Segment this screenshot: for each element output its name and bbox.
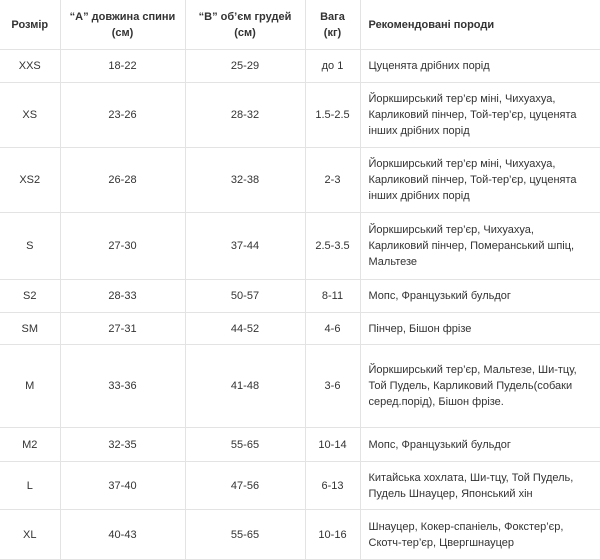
table-cell: 32-38	[184, 147, 306, 213]
table-cell: 26-28	[59, 147, 186, 213]
table-cell: 2.5-3.5	[304, 212, 361, 280]
table-cell: Шнауцер, Кокер-спаніель, Фокстер’єр, Ско…	[359, 509, 600, 560]
table-cell: до 1	[304, 49, 361, 83]
table-cell: M	[0, 344, 61, 428]
table-cell: Мопс, Французький бульдог	[359, 279, 600, 313]
table-cell: 25-29	[184, 49, 306, 83]
table-row: M2 32-35 55-65 10-14 Мопс, Французький бульд…	[0, 427, 600, 462]
table-row: M 33-36 41-48 3-6 Йоркширський тер’єр, Мальт…	[0, 344, 600, 428]
table-cell: M2	[0, 427, 61, 462]
table-cell: XS2	[0, 147, 61, 213]
table-cell: 8-11	[304, 279, 361, 313]
table-cell: XS	[0, 82, 61, 148]
table-cell: SM	[0, 312, 61, 345]
table-cell: 23-26	[59, 82, 186, 148]
table-cell: XXS	[0, 49, 61, 83]
table-cell: 1.5-2.5	[304, 82, 361, 148]
table-cell: 27-31	[59, 312, 186, 345]
table-cell: XL	[0, 509, 61, 560]
table-cell: S	[0, 212, 61, 280]
header-row: Розмір “A” довжина спини (см) “B” об’єм гр…	[0, 0, 600, 50]
table-cell: 41-48	[184, 344, 306, 428]
table-cell: 18-22	[59, 49, 186, 83]
table-row: XXS 18-22 25-29 до 1 Цуценята дрібних порід	[0, 49, 600, 83]
table-cell: 4-6	[304, 312, 361, 345]
table-row: XS2 26-28 32-38 2-3 Йоркширський тер’єр міні…	[0, 147, 600, 213]
header-cell: Вага (кг)	[304, 0, 361, 50]
table-cell: 6-13	[304, 461, 361, 510]
table-cell: Йоркширський тер’єр, Чихуахуа, Карликови…	[359, 212, 600, 280]
table-row: SM 27-31 44-52 4-6 Пінчер, Бішон фрізе	[0, 312, 600, 345]
table-cell: L	[0, 461, 61, 510]
table-cell: 44-52	[184, 312, 306, 345]
table-cell: 10-14	[304, 427, 361, 462]
header-cell: Розмір	[0, 0, 61, 50]
table-cell: 37-44	[184, 212, 306, 280]
table-cell: 40-43	[59, 509, 186, 560]
table-cell: S2	[0, 279, 61, 313]
table-cell: 55-65	[184, 427, 306, 462]
table-row: S 27-30 37-44 2.5-3.5 Йоркширський тер’єр, Ч…	[0, 212, 600, 280]
header-cell: “B” об’єм грудей (см)	[184, 0, 306, 50]
table-cell: 2-3	[304, 147, 361, 213]
table-cell: Йоркширський тер’єр міні, Чихуахуа, Карл…	[359, 82, 600, 148]
table-row: XS 23-26 28-32 1.5-2.5 Йоркширський тер’єр м…	[0, 82, 600, 148]
table-cell: 55-65	[184, 509, 306, 560]
table-cell: Цуценята дрібних порід	[359, 49, 600, 83]
table-cell: Китайська хохлата, Ши-тцу, Той Пудель, П…	[359, 461, 600, 510]
table-cell: 3-6	[304, 344, 361, 428]
table-cell: 47-56	[184, 461, 306, 510]
table-row: S2 28-33 50-57 8-11 Мопс, Французький бульдо…	[0, 279, 600, 313]
table-cell: 50-57	[184, 279, 306, 313]
header-cell: Рекомендовані породи	[359, 0, 600, 50]
table-cell: 33-36	[59, 344, 186, 428]
table-cell: 28-32	[184, 82, 306, 148]
header-cell: “A” довжина спини (см)	[59, 0, 186, 50]
table-cell: 37-40	[59, 461, 186, 510]
table-cell: Пінчер, Бішон фрізе	[359, 312, 600, 345]
table-cell: 28-33	[59, 279, 186, 313]
table-row: XL 40-43 55-65 10-16 Шнауцер, Кокер-спаніель…	[0, 509, 600, 560]
table-cell: Йоркширський тер’єр міні, Чихуахуа, Карл…	[359, 147, 600, 213]
table-cell: Мопс, Французький бульдог	[359, 427, 600, 462]
table-cell: 32-35	[59, 427, 186, 462]
table-cell: Йоркширський тер’єр, Мальтезе, Ши-тцу, Т…	[359, 344, 600, 428]
table-cell: 27-30	[59, 212, 186, 280]
table-cell: 10-16	[304, 509, 361, 560]
table-row: L 37-40 47-56 6-13 Китайська хохлата, Ши-тцу…	[0, 461, 600, 510]
